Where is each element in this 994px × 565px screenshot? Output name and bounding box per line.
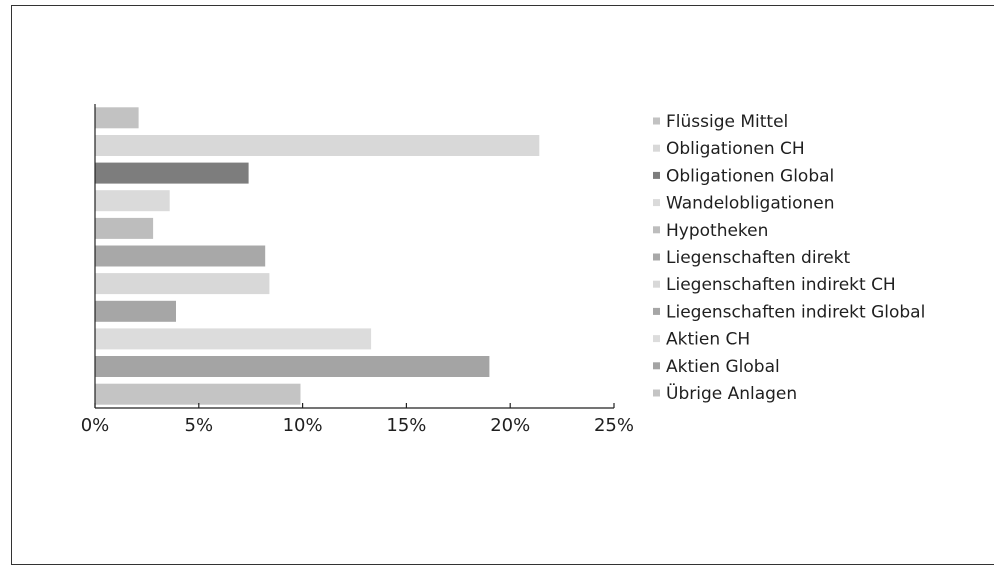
bar [95, 328, 372, 350]
chart-frame: 0% 5% 10% 15% 20% 25% Flüssige Mittel Obligatio… [11, 5, 994, 565]
x-tick-label: 0% [81, 415, 110, 436]
bar [95, 300, 176, 322]
legend-swatch [653, 280, 660, 288]
bar [95, 356, 490, 377]
legend-swatch [653, 171, 660, 179]
legend-label: Wandelobligationen [666, 194, 835, 214]
x-tick-label: 5% [185, 415, 214, 436]
legend-swatch [653, 362, 660, 370]
legend-label: Aktien Global [666, 357, 780, 377]
legend-label: Obligationen Global [666, 166, 834, 186]
legend-label: Aktien CH [666, 330, 750, 350]
legend-swatch [653, 144, 660, 152]
bar [95, 107, 139, 129]
bar [95, 383, 301, 405]
bar [95, 273, 270, 295]
legend-swatch [653, 199, 660, 207]
legend-swatch [653, 253, 660, 261]
bar [95, 217, 154, 239]
x-tick-label: 20% [490, 415, 530, 436]
legend-label: Liegenschaften indirekt CH [666, 275, 896, 295]
legend-swatch [653, 226, 660, 234]
legend-swatch [653, 389, 660, 397]
bar [95, 135, 540, 156]
legend-swatch [653, 335, 660, 343]
x-tick-label: 10% [283, 415, 323, 436]
bar-chart: 0% 5% 10% 15% 20% 25% Flüssige Mittel Obligatio… [81, 104, 925, 436]
legend-label: Hypotheken [666, 221, 768, 241]
x-tick-label: 15% [386, 415, 426, 436]
legend-label: Liegenschaften direkt [666, 248, 850, 268]
legend-label: Obligationen CH [666, 139, 805, 159]
bar [95, 245, 266, 267]
bar [95, 190, 170, 212]
legend-swatch [653, 307, 660, 315]
legend-label: Liegenschaften indirekt Global [666, 302, 925, 322]
bar [95, 162, 249, 184]
x-tick-label: 25% [594, 415, 634, 436]
legend-label: Flüssige Mittel [666, 112, 788, 132]
legend-label: Übrige Anlagen [666, 382, 797, 404]
legend-swatch [653, 117, 660, 125]
